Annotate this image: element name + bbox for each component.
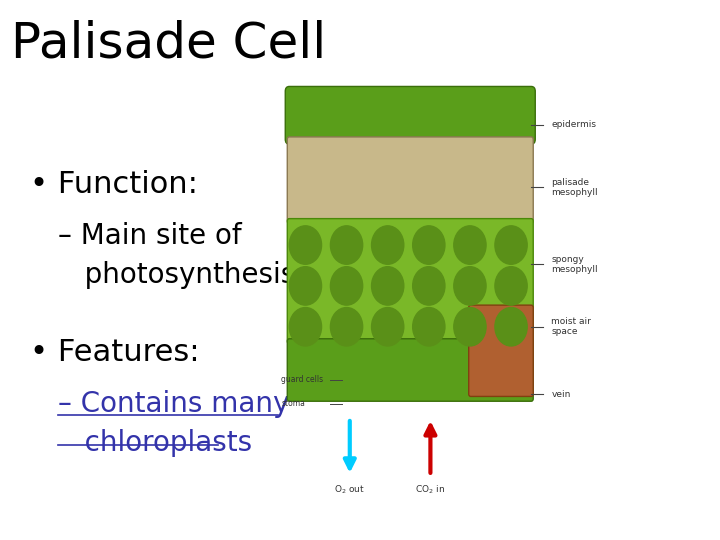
FancyBboxPatch shape bbox=[287, 219, 534, 343]
Circle shape bbox=[495, 226, 527, 264]
Text: • Features:: • Features: bbox=[30, 338, 199, 367]
Circle shape bbox=[330, 308, 363, 346]
Circle shape bbox=[495, 308, 527, 346]
FancyBboxPatch shape bbox=[469, 305, 534, 396]
Circle shape bbox=[454, 267, 486, 305]
Circle shape bbox=[413, 267, 445, 305]
Text: – Contains many
   chloroplasts: – Contains many chloroplasts bbox=[58, 390, 289, 457]
Circle shape bbox=[330, 226, 363, 264]
Text: guard cells: guard cells bbox=[282, 375, 323, 384]
Circle shape bbox=[289, 267, 322, 305]
FancyBboxPatch shape bbox=[287, 137, 534, 224]
Circle shape bbox=[413, 226, 445, 264]
FancyBboxPatch shape bbox=[285, 86, 535, 144]
Text: O$_2$ out: O$_2$ out bbox=[334, 483, 365, 496]
FancyBboxPatch shape bbox=[287, 339, 534, 401]
Text: spongy
mesophyll: spongy mesophyll bbox=[552, 254, 598, 274]
Text: epidermis: epidermis bbox=[552, 120, 596, 130]
Text: • Function:: • Function: bbox=[30, 170, 198, 199]
Circle shape bbox=[372, 267, 404, 305]
Text: vein: vein bbox=[552, 389, 571, 399]
Circle shape bbox=[495, 267, 527, 305]
Circle shape bbox=[372, 308, 404, 346]
Text: – Main site of
   photosynthesis: – Main site of photosynthesis bbox=[58, 222, 295, 289]
Text: CO$_2$ in: CO$_2$ in bbox=[415, 483, 446, 496]
Circle shape bbox=[454, 308, 486, 346]
Text: stoma: stoma bbox=[282, 399, 305, 408]
Circle shape bbox=[289, 308, 322, 346]
Text: Palisade Cell: Palisade Cell bbox=[11, 19, 326, 67]
Circle shape bbox=[330, 267, 363, 305]
Circle shape bbox=[372, 226, 404, 264]
Circle shape bbox=[413, 308, 445, 346]
Text: palisade
mesophyll: palisade mesophyll bbox=[552, 178, 598, 197]
Text: moist air
space: moist air space bbox=[552, 317, 591, 336]
Circle shape bbox=[289, 226, 322, 264]
Circle shape bbox=[454, 226, 486, 264]
